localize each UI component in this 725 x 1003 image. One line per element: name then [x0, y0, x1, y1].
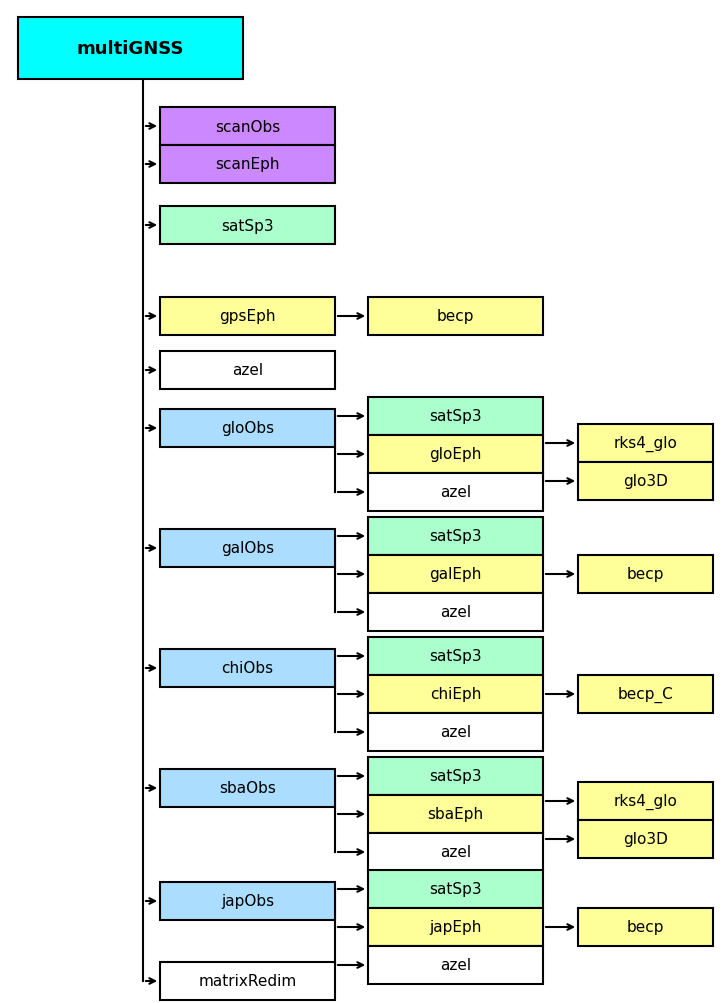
- Text: sbaObs: sbaObs: [219, 780, 276, 795]
- FancyBboxPatch shape: [368, 946, 543, 984]
- Text: sbaEph: sbaEph: [428, 806, 484, 821]
- Text: azel: azel: [440, 845, 471, 860]
- FancyBboxPatch shape: [160, 882, 335, 920]
- Text: galEph: galEph: [429, 567, 481, 582]
- Text: satSp3: satSp3: [429, 409, 482, 424]
- FancyBboxPatch shape: [578, 556, 713, 594]
- FancyBboxPatch shape: [18, 18, 243, 80]
- Text: azel: azel: [440, 725, 471, 740]
- Text: satSp3: satSp3: [429, 529, 482, 544]
- Text: gloEph: gloEph: [429, 447, 481, 462]
- FancyBboxPatch shape: [368, 298, 543, 336]
- Text: satSp3: satSp3: [429, 649, 482, 664]
- FancyBboxPatch shape: [160, 649, 335, 687]
- FancyBboxPatch shape: [160, 769, 335, 807]
- FancyBboxPatch shape: [578, 462, 713, 500]
- Text: satSp3: satSp3: [429, 882, 482, 897]
- FancyBboxPatch shape: [578, 782, 713, 820]
- FancyBboxPatch shape: [578, 424, 713, 462]
- FancyBboxPatch shape: [160, 207, 335, 245]
- FancyBboxPatch shape: [368, 556, 543, 594]
- Text: gpsEph: gpsEph: [219, 309, 276, 324]
- FancyBboxPatch shape: [368, 435, 543, 473]
- Text: satSp3: satSp3: [429, 768, 482, 783]
- FancyBboxPatch shape: [160, 108, 335, 145]
- Text: azel: azel: [440, 958, 471, 973]
- Text: glo3D: glo3D: [623, 474, 668, 489]
- FancyBboxPatch shape: [160, 409, 335, 447]
- FancyBboxPatch shape: [160, 145, 335, 184]
- FancyBboxPatch shape: [368, 757, 543, 795]
- FancyBboxPatch shape: [368, 397, 543, 435]
- FancyBboxPatch shape: [160, 962, 335, 1000]
- FancyBboxPatch shape: [368, 795, 543, 833]
- Text: azel: azel: [232, 363, 263, 378]
- Text: matrixRedim: matrixRedim: [199, 974, 297, 989]
- Text: becp_C: becp_C: [618, 686, 674, 702]
- FancyBboxPatch shape: [578, 820, 713, 859]
- Text: glo3D: glo3D: [623, 831, 668, 847]
- FancyBboxPatch shape: [368, 713, 543, 751]
- Text: satSp3: satSp3: [221, 219, 274, 234]
- Text: azel: azel: [440, 485, 471, 500]
- Text: becp: becp: [436, 309, 474, 324]
- FancyBboxPatch shape: [578, 908, 713, 946]
- Text: azel: azel: [440, 605, 471, 620]
- FancyBboxPatch shape: [368, 518, 543, 556]
- Text: galObs: galObs: [221, 541, 274, 556]
- Text: japEph: japEph: [429, 920, 481, 935]
- Text: japObs: japObs: [221, 894, 274, 909]
- FancyBboxPatch shape: [368, 908, 543, 946]
- FancyBboxPatch shape: [578, 675, 713, 713]
- FancyBboxPatch shape: [368, 833, 543, 872]
- FancyBboxPatch shape: [368, 871, 543, 908]
- FancyBboxPatch shape: [160, 298, 335, 336]
- Text: rks4_glo: rks4_glo: [613, 435, 677, 451]
- FancyBboxPatch shape: [368, 675, 543, 713]
- Text: becp: becp: [626, 920, 664, 935]
- Text: chiObs: chiObs: [221, 661, 273, 676]
- Text: rks4_glo: rks4_glo: [613, 793, 677, 809]
- FancyBboxPatch shape: [368, 594, 543, 631]
- Text: scanObs: scanObs: [215, 119, 280, 134]
- Text: scanEph: scanEph: [215, 157, 280, 173]
- Text: multiGNSS: multiGNSS: [77, 40, 184, 58]
- Text: becp: becp: [626, 567, 664, 582]
- FancyBboxPatch shape: [368, 637, 543, 675]
- FancyBboxPatch shape: [368, 473, 543, 512]
- FancyBboxPatch shape: [160, 352, 335, 389]
- Text: gloObs: gloObs: [221, 421, 274, 436]
- FancyBboxPatch shape: [160, 530, 335, 568]
- Text: chiEph: chiEph: [430, 687, 481, 702]
